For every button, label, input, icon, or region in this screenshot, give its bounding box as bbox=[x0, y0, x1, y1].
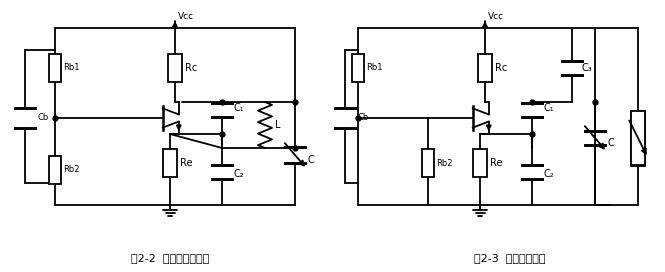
Text: Rc: Rc bbox=[185, 63, 198, 73]
FancyBboxPatch shape bbox=[478, 54, 492, 82]
FancyBboxPatch shape bbox=[168, 54, 182, 82]
Text: Rb1: Rb1 bbox=[63, 63, 80, 73]
Text: Vcc: Vcc bbox=[178, 12, 194, 21]
Text: Rb1: Rb1 bbox=[366, 63, 382, 73]
FancyBboxPatch shape bbox=[352, 54, 364, 82]
FancyBboxPatch shape bbox=[631, 111, 645, 165]
Text: C₂: C₂ bbox=[544, 169, 555, 179]
Text: Cb: Cb bbox=[357, 113, 368, 122]
FancyBboxPatch shape bbox=[473, 149, 487, 177]
Text: Rc: Rc bbox=[495, 63, 507, 73]
Text: C: C bbox=[308, 155, 315, 165]
Text: C₁: C₁ bbox=[234, 103, 245, 113]
Text: C₃: C₃ bbox=[582, 63, 593, 73]
Text: Vcc: Vcc bbox=[488, 12, 504, 21]
FancyBboxPatch shape bbox=[631, 110, 645, 165]
FancyBboxPatch shape bbox=[49, 156, 61, 184]
Text: C₂: C₂ bbox=[234, 169, 245, 179]
Text: L: L bbox=[275, 120, 281, 130]
FancyBboxPatch shape bbox=[163, 149, 177, 177]
Text: C: C bbox=[607, 138, 614, 148]
Text: Re: Re bbox=[180, 158, 192, 168]
Text: Cb: Cb bbox=[37, 113, 49, 122]
FancyBboxPatch shape bbox=[422, 149, 434, 177]
Text: Rb2: Rb2 bbox=[63, 165, 80, 175]
Text: Rb2: Rb2 bbox=[436, 159, 452, 168]
Text: Re: Re bbox=[490, 158, 503, 168]
Text: 图2-2  克拉泼振荡电路: 图2-2 克拉泼振荡电路 bbox=[131, 253, 209, 263]
Text: C₁: C₁ bbox=[544, 103, 555, 113]
FancyBboxPatch shape bbox=[49, 54, 61, 82]
Text: 图2-3  西勒振荡电路: 图2-3 西勒振荡电路 bbox=[474, 253, 546, 263]
